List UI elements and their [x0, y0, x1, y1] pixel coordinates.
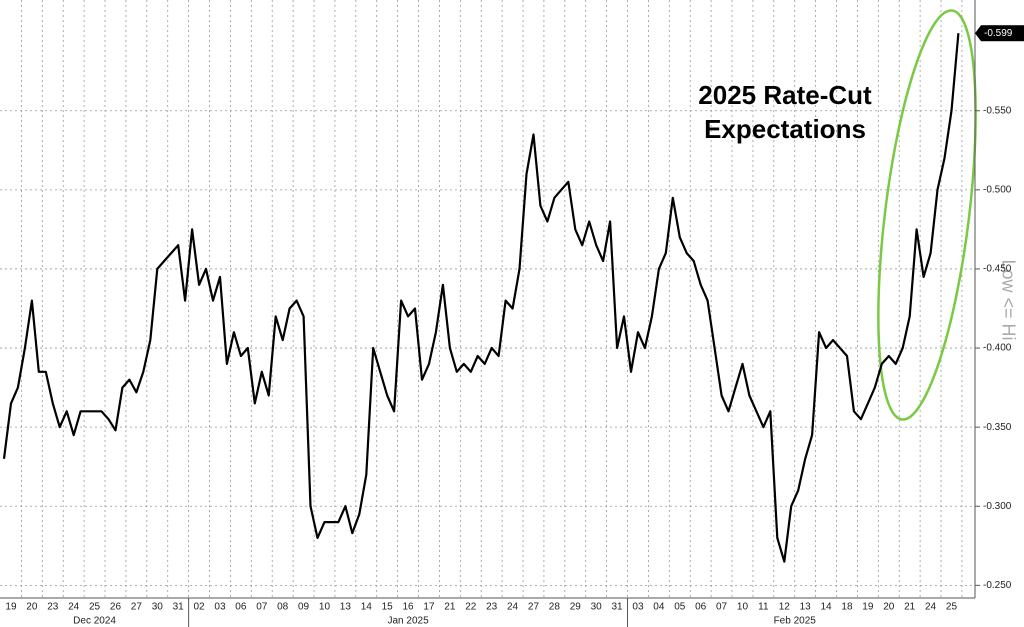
- x-tick-label: 10: [737, 602, 749, 613]
- x-tick-label: 07: [256, 602, 268, 613]
- y-tick-label: -0.350: [983, 422, 1012, 433]
- x-tick-label: 23: [486, 602, 498, 613]
- y-tick-label: -0.300: [983, 501, 1012, 512]
- y-axis-label: Low <= Hi: [998, 259, 1018, 340]
- x-tick-label: 06: [695, 602, 707, 613]
- x-tick-label: 15: [382, 602, 394, 613]
- x-tick-label: 22: [465, 602, 477, 613]
- x-tick-label: 30: [152, 602, 164, 613]
- x-tick-label: 25: [946, 602, 958, 613]
- y-tick-label: -0.500: [983, 184, 1012, 195]
- x-tick-label: 12: [779, 602, 791, 613]
- y-tick-label: -0.550: [983, 105, 1012, 116]
- x-tick-label: 02: [194, 602, 206, 613]
- x-tick-label: 21: [444, 602, 456, 613]
- x-tick-label: 04: [653, 602, 665, 613]
- x-tick-label: 30: [591, 602, 603, 613]
- x-tick-label: 05: [674, 602, 686, 613]
- x-tick-label: 10: [319, 602, 331, 613]
- x-tick-label: 31: [173, 602, 185, 613]
- x-tick-label: 24: [507, 602, 519, 613]
- x-tick-label: 24: [925, 602, 937, 613]
- x-tick-label: 25: [89, 602, 101, 613]
- x-tick-label: 17: [423, 602, 435, 613]
- x-tick-label: 03: [632, 602, 644, 613]
- annotation: 2025 Rate-Cut: [698, 80, 872, 110]
- x-tick-label: 06: [235, 602, 247, 613]
- x-tick-label: 19: [5, 602, 17, 613]
- last-value-pointer: [975, 25, 981, 42]
- x-tick-label: 18: [841, 602, 853, 613]
- month-label: Dec 2024: [73, 616, 116, 627]
- month-label: Feb 2025: [774, 616, 817, 627]
- x-tick-label: 03: [214, 602, 226, 613]
- annotation: Expectations: [704, 114, 866, 144]
- x-tick-label: 23: [47, 602, 59, 613]
- y-tick-label: -0.400: [983, 343, 1012, 354]
- highlight-ellipse: [877, 9, 977, 421]
- x-tick-label: 24: [68, 602, 80, 613]
- data-line: [2, 33, 960, 563]
- x-tick-label: 26: [110, 602, 122, 613]
- last-value-box: [981, 25, 1024, 42]
- last-value-label: -0.599: [984, 28, 1013, 39]
- x-tick-label: 13: [340, 602, 352, 613]
- x-tick-label: 13: [800, 602, 812, 613]
- x-tick-label: 27: [528, 602, 540, 613]
- x-tick-label: 07: [716, 602, 728, 613]
- x-tick-label: 27: [131, 602, 143, 613]
- x-tick-label: 11: [758, 602, 769, 613]
- x-tick-label: 20: [883, 602, 895, 613]
- x-tick-label: 19: [862, 602, 874, 613]
- x-tick-label: 14: [821, 602, 833, 613]
- x-tick-label: 21: [904, 602, 916, 613]
- y-tick-label: -0.450: [983, 264, 1012, 275]
- x-tick-label: 09: [298, 602, 310, 613]
- x-tick-label: 31: [612, 602, 624, 613]
- x-tick-label: 14: [361, 602, 373, 613]
- x-tick-label: 20: [26, 602, 38, 613]
- month-label: Jan 2025: [387, 616, 429, 627]
- x-tick-label: 28: [549, 602, 561, 613]
- x-tick-label: 08: [277, 602, 289, 613]
- x-tick-label: 29: [570, 602, 582, 613]
- x-tick-label: 16: [403, 602, 415, 613]
- y-tick-label: -0.250: [983, 580, 1012, 591]
